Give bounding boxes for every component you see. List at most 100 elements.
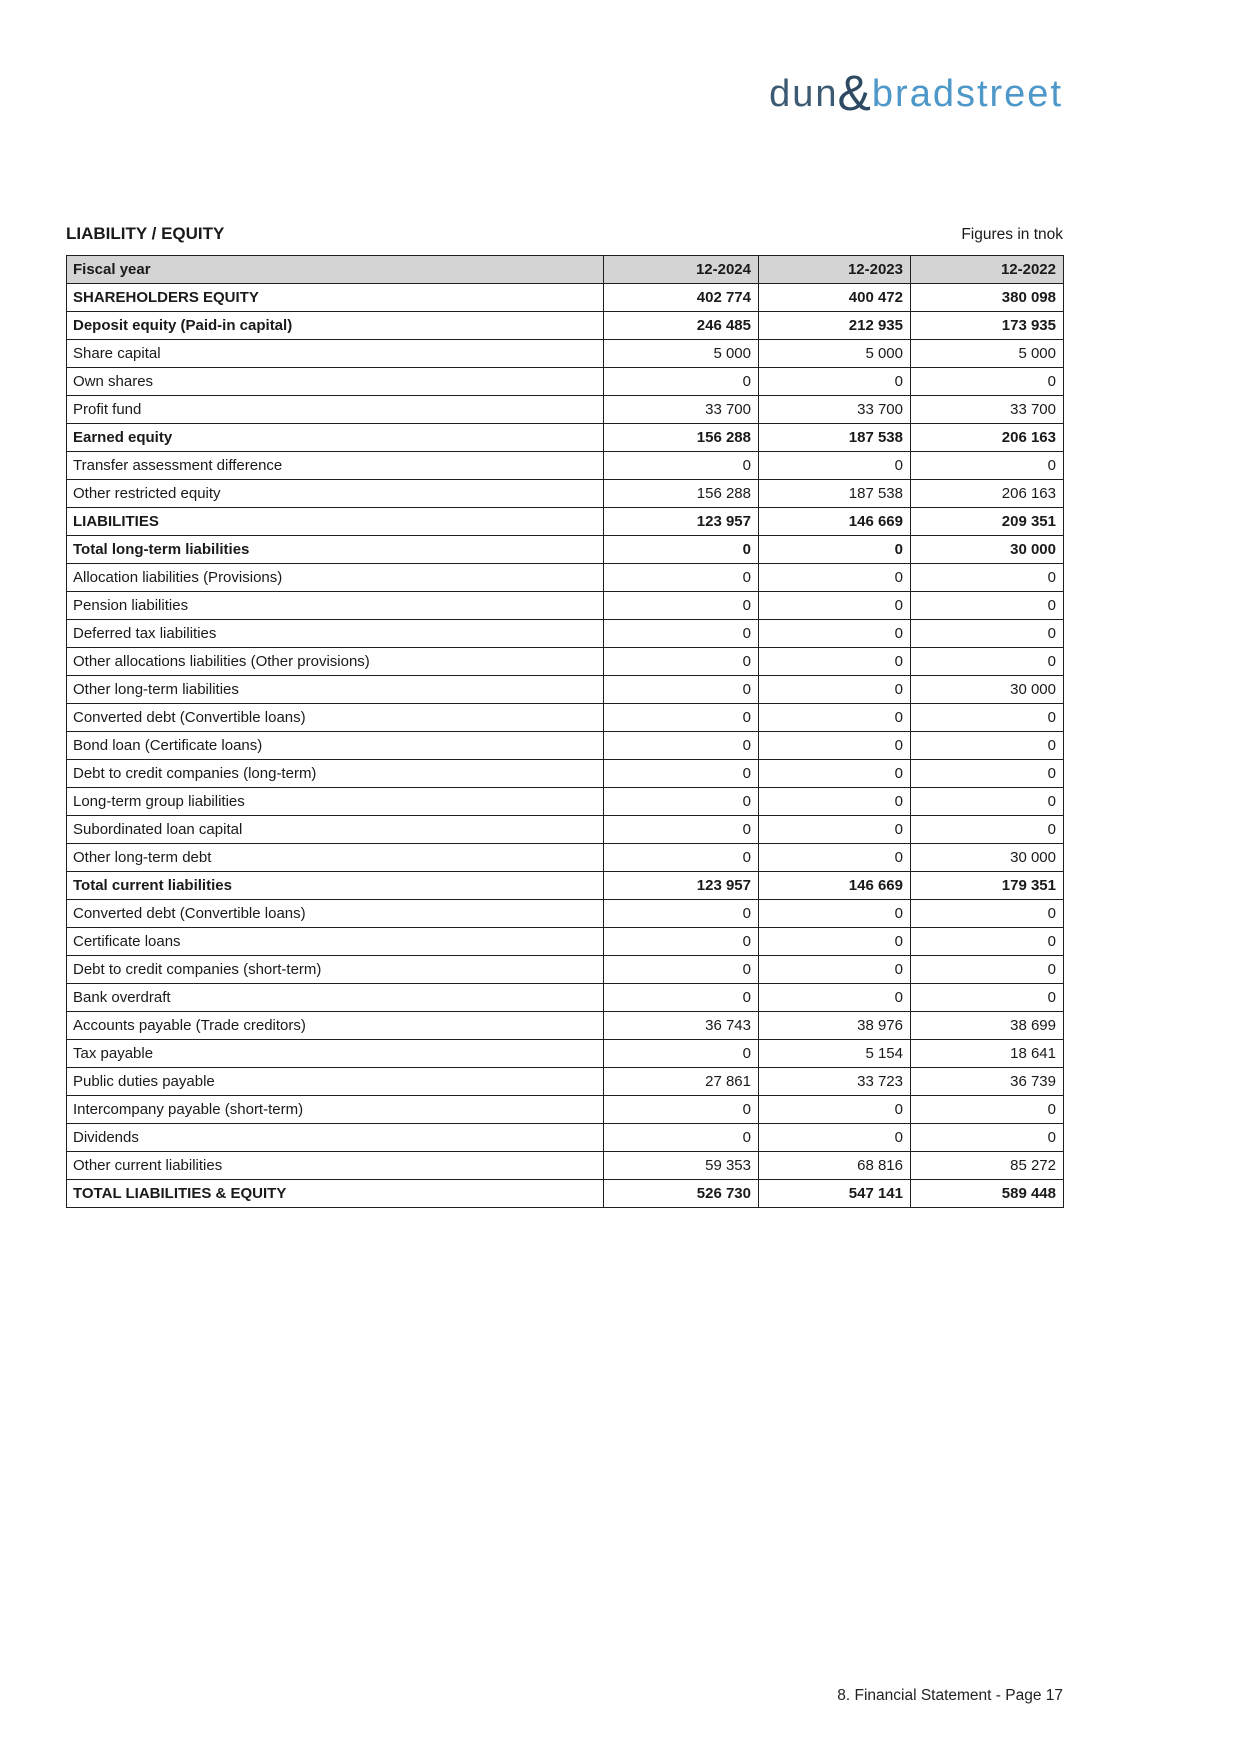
table-row: SHAREHOLDERS EQUITY 402 774 400 472 380 098 [66, 283, 1064, 312]
row-label: Converted debt (Convertible loans) [66, 899, 604, 928]
row-label: SHAREHOLDERS EQUITY [66, 283, 604, 312]
row-value: 30 000 [910, 535, 1064, 564]
row-value: 173 935 [910, 311, 1064, 340]
table-row: Share capital 5 000 5 000 5 000 [66, 339, 1064, 368]
table-row: Profit fund 33 700 33 700 33 700 [66, 395, 1064, 424]
row-value: 0 [603, 731, 759, 760]
row-value: 38 699 [910, 1011, 1064, 1040]
row-value: 156 288 [603, 479, 759, 508]
row-label: Transfer assessment difference [66, 451, 604, 480]
row-value: 0 [910, 1095, 1064, 1124]
row-value: 123 957 [603, 871, 759, 900]
row-value: 85 272 [910, 1151, 1064, 1180]
row-value: 0 [910, 563, 1064, 592]
row-value: 5 154 [758, 1039, 911, 1068]
page-title: LIABILITY / EQUITY [66, 224, 225, 243]
table-row: Long-term group liabilities 0 0 0 [66, 787, 1064, 816]
row-value: 156 288 [603, 423, 759, 452]
table-row: Total long-term liabilities 0 0 30 000 [66, 535, 1064, 564]
row-value: 0 [603, 563, 759, 592]
row-value: 0 [758, 451, 911, 480]
row-label: Own shares [66, 367, 604, 396]
row-value: 0 [910, 927, 1064, 956]
row-value: 0 [603, 1039, 759, 1068]
row-value: 0 [758, 703, 911, 732]
row-label: Other allocations liabilities (Other pro… [66, 647, 604, 676]
page-footer: 8. Financial Statement - Page 17 [837, 1687, 1063, 1704]
row-label: Public duties payable [66, 1067, 604, 1096]
row-value: 0 [910, 955, 1064, 984]
row-value: 33 700 [910, 395, 1064, 424]
row-value: 187 538 [758, 479, 911, 508]
row-value: 209 351 [910, 507, 1064, 536]
column-header-2024: 12-2024 [603, 255, 759, 284]
row-value: 0 [910, 787, 1064, 816]
row-label: Other long-term liabilities [66, 675, 604, 704]
row-value: 0 [758, 899, 911, 928]
row-value: 0 [910, 899, 1064, 928]
row-value: 0 [758, 927, 911, 956]
liability-equity-table: Fiscal year 12-2024 12-2023 12-2022 SHAR… [66, 255, 1064, 1208]
row-label: Share capital [66, 339, 604, 368]
row-value: 0 [758, 675, 911, 704]
row-value: 0 [603, 703, 759, 732]
row-value: 5 000 [910, 339, 1064, 368]
row-value: 400 472 [758, 283, 911, 312]
row-value: 0 [758, 983, 911, 1012]
table-row: Converted debt (Convertible loans) 0 0 0 [66, 703, 1064, 732]
row-label: Total long-term liabilities [66, 535, 604, 564]
row-value: 18 641 [910, 1039, 1064, 1068]
table-row: Intercompany payable (short-term) 0 0 0 [66, 1095, 1064, 1124]
table-row: Deposit equity (Paid-in capital) 246 485 2… [66, 311, 1064, 340]
row-label: Other long-term debt [66, 843, 604, 872]
row-label: Bond loan (Certificate loans) [66, 731, 604, 760]
row-value: 0 [910, 731, 1064, 760]
row-label: Pension liabilities [66, 591, 604, 620]
table-body: SHAREHOLDERS EQUITY 402 774 400 472 380 098… [66, 283, 1064, 1208]
row-label: Allocation liabilities (Provisions) [66, 563, 604, 592]
row-label: Debt to credit companies (long-term) [66, 759, 604, 788]
row-value: 0 [910, 367, 1064, 396]
row-value: 0 [603, 591, 759, 620]
table-caption-row: LIABILITY / EQUITY Figures in tnok [66, 224, 1063, 244]
table-row: Other long-term liabilities 0 0 30 000 [66, 675, 1064, 704]
ampersand-icon: & [837, 65, 873, 121]
row-label: Profit fund [66, 395, 604, 424]
row-value: 0 [603, 535, 759, 564]
figures-unit-note: Figures in tnok [961, 226, 1063, 243]
table-row: Other current liabilities 59 353 68 816 85 … [66, 1151, 1064, 1180]
row-value: 0 [910, 647, 1064, 676]
row-value: 0 [910, 1123, 1064, 1152]
row-value: 206 163 [910, 479, 1064, 508]
row-value: 0 [910, 703, 1064, 732]
row-value: 0 [758, 815, 911, 844]
row-value: 589 448 [910, 1179, 1064, 1208]
row-label: LIABILITIES [66, 507, 604, 536]
row-label: Dividends [66, 1123, 604, 1152]
row-value: 33 723 [758, 1067, 911, 1096]
table-row: Tax payable 0 5 154 18 641 [66, 1039, 1064, 1068]
row-value: 0 [603, 1123, 759, 1152]
row-value: 123 957 [603, 507, 759, 536]
row-value: 179 351 [910, 871, 1064, 900]
row-label: Earned equity [66, 423, 604, 452]
row-value: 0 [758, 843, 911, 872]
row-value: 146 669 [758, 871, 911, 900]
row-value: 36 743 [603, 1011, 759, 1040]
row-value: 0 [758, 787, 911, 816]
row-label: Accounts payable (Trade creditors) [66, 1011, 604, 1040]
row-value: 0 [603, 955, 759, 984]
table-row: Deferred tax liabilities 0 0 0 [66, 619, 1064, 648]
row-label: Intercompany payable (short-term) [66, 1095, 604, 1124]
row-value: 0 [758, 1123, 911, 1152]
row-value: 547 141 [758, 1179, 911, 1208]
row-value: 0 [603, 787, 759, 816]
row-label: Other current liabilities [66, 1151, 604, 1180]
table-row: TOTAL LIABILITIES & EQUITY 526 730 547 141… [66, 1179, 1064, 1208]
row-label: Other restricted equity [66, 479, 604, 508]
row-value: 0 [603, 675, 759, 704]
row-value: 38 976 [758, 1011, 911, 1040]
table-row: Dividends 0 0 0 [66, 1123, 1064, 1152]
row-value: 0 [603, 619, 759, 648]
